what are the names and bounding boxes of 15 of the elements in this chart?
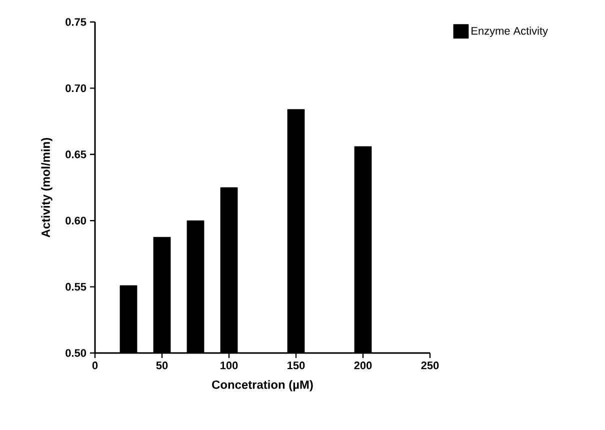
y-tick-label: 0.50 [66, 349, 86, 357]
x-tick-label: 200 [354, 362, 372, 370]
x-tick-label: 0 [92, 362, 98, 370]
y-tick-label: 0.70 [66, 84, 86, 92]
x-tick-label: 100 [220, 362, 238, 370]
x-axis-title: Concetration (µM) [212, 380, 313, 392]
y-tick-label: 0.65 [66, 150, 86, 158]
x-tick-label: 150 [288, 362, 305, 370]
y-tick-label: 0.75 [66, 18, 86, 26]
y-axis-title: Activity (mol/min) [41, 138, 52, 238]
y-tick-label: 0.55 [66, 282, 86, 291]
legend-label: Enzyme Activity [472, 26, 548, 37]
x-tick-label: 250 [421, 362, 439, 370]
y-tick-label: 0.60 [66, 216, 86, 224]
x-tick-label: 50 [156, 362, 168, 370]
